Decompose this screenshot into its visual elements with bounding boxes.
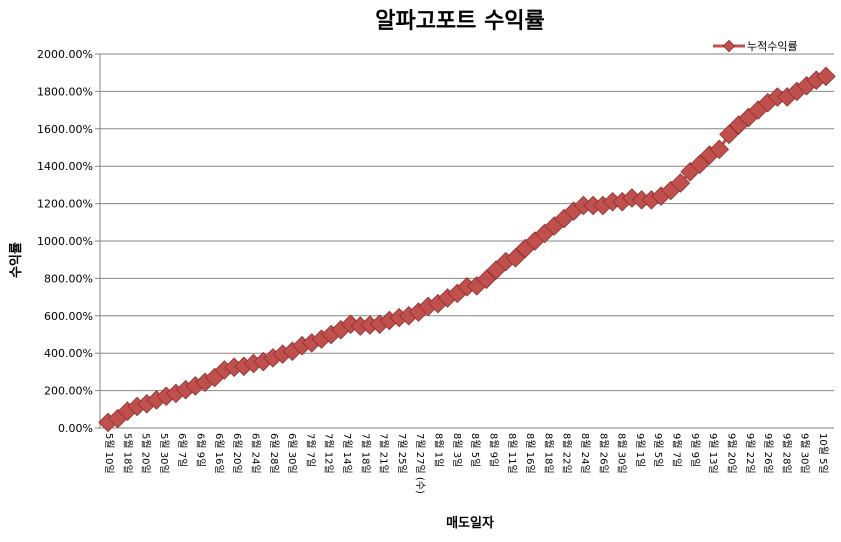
x-tick-label: 8월 22일 [561, 433, 573, 474]
x-tick-label: 8월 1일 [433, 433, 445, 467]
x-axis-title: 매도일자 [446, 516, 494, 531]
x-tick-label: 6월 16일 [213, 433, 225, 474]
y-axis-title: 수익률 [8, 242, 24, 278]
legend: 누적수익률 [713, 39, 798, 53]
data-point [816, 66, 836, 87]
x-tick-label: 8월 9일 [488, 433, 500, 467]
x-tick-label: 5월 30일 [158, 433, 170, 474]
chart-title: 알파고포트 수익률 [375, 9, 545, 34]
x-tick-label: 5월 20일 [140, 433, 152, 474]
x-tick-label: 7월 14일 [341, 433, 353, 474]
y-tick-label: 600.00% [44, 310, 93, 323]
x-tick-label: 8월 30일 [616, 433, 628, 474]
x-tick-label: 8월 24일 [579, 433, 591, 474]
y-tick-label: 1200.00% [37, 198, 93, 211]
x-tick-label: 9월 20일 [726, 433, 738, 474]
x-tick-label: 9월 7일 [671, 433, 683, 467]
x-tick-label: 6월 30일 [286, 433, 298, 474]
legend-label: 누적수익률 [747, 40, 798, 53]
x-tick-label: 8월 11일 [506, 433, 518, 474]
gridlines [95, 53, 834, 429]
x-tick-label: 7월 21일 [378, 433, 390, 474]
x-tick-label: 8월 18일 [542, 433, 554, 474]
y-tick-label: 0.00% [58, 422, 93, 435]
x-tick-label: 6월 7일 [176, 433, 188, 467]
y-tick-label: 1600.00% [37, 123, 93, 136]
data-point [719, 124, 739, 145]
data-point [476, 269, 497, 290]
y-tick-label: 1800.00% [37, 85, 93, 98]
x-tick-label: 7월 7일 [304, 433, 316, 467]
x-tick-label: 6월 24일 [250, 433, 262, 474]
x-tick-label: 8월 16일 [524, 433, 536, 474]
x-tick-label: 7월 12일 [323, 433, 335, 474]
x-tick-label: 7월 27일 (수) [414, 433, 426, 494]
x-tick-label: 10월 5일 [817, 433, 829, 474]
x-tick-label: 9월 28일 [780, 433, 792, 474]
y-tick-label: 1400.00% [37, 160, 93, 173]
x-tick-label: 6월 28일 [268, 433, 280, 474]
x-tick-label: 9월 26일 [762, 433, 774, 474]
x-tick-label: 5월 10일 [103, 433, 115, 474]
x-tick-label: 9월 9일 [689, 433, 701, 467]
data-point [690, 154, 710, 175]
x-tick-label: 6월 9일 [195, 433, 207, 467]
y-tick-label: 1000.00% [37, 235, 93, 248]
series-layer [98, 66, 836, 433]
x-tick-label: 8월 5일 [469, 433, 481, 467]
y-tick-label: 400.00% [44, 347, 93, 360]
x-tick-label: 9월 1일 [634, 433, 646, 467]
axes [99, 54, 834, 429]
y-tick-label: 2000.00% [37, 48, 93, 61]
x-tick-labels: 5월 10일 5월 18일 5월 20일 5월 30일 6월 7일 6월 9일 6월 16일… [103, 433, 829, 494]
y-tick-label: 800.00% [44, 272, 93, 285]
legend-marker-swatch [722, 39, 736, 53]
x-tick-label: 8월 3일 [451, 433, 463, 467]
x-tick-label: 7월 18일 [359, 433, 371, 474]
y-tick-label: 200.00% [44, 385, 93, 398]
x-tick-label: 9월 22일 [744, 433, 756, 474]
x-tick-label: 9월 30일 [799, 433, 811, 474]
data-point [709, 139, 730, 160]
y-tick-labels: 0.00% 200.00% 400.00% 600.00% 800.00% 1000.00… [37, 48, 93, 435]
x-tick-label: 8월 26일 [597, 433, 609, 474]
data-point [505, 248, 526, 268]
x-tick-label: 7월 25일 [396, 433, 408, 474]
x-tick-label: 6월 20일 [231, 433, 243, 474]
data-point [670, 173, 691, 193]
x-tick-label: 9월 5일 [652, 433, 664, 467]
x-tick-label: 9월 13일 [707, 433, 719, 474]
x-tick-label: 5월 18일 [121, 433, 133, 474]
